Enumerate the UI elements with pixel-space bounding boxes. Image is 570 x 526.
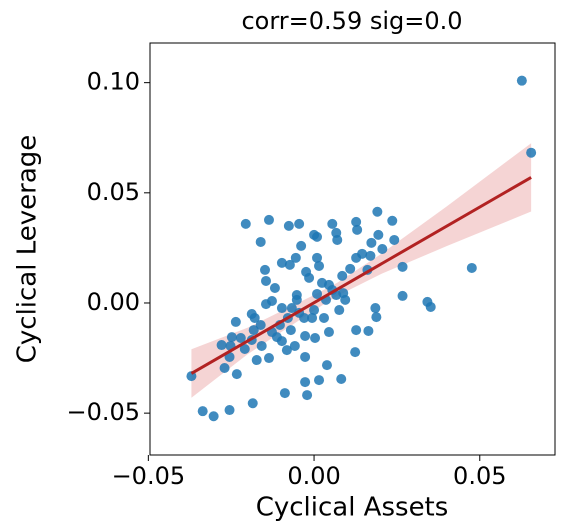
x-tick-label: 0.05: [453, 462, 506, 490]
point: [239, 344, 250, 355]
point: [289, 340, 300, 351]
point: [246, 308, 257, 319]
point: [307, 312, 318, 323]
point: [256, 340, 267, 351]
point: [321, 360, 332, 371]
point: [219, 362, 230, 373]
point: [251, 355, 262, 366]
point: [312, 252, 323, 263]
point: [334, 305, 345, 316]
point: [240, 218, 251, 229]
point: [224, 405, 235, 416]
point: [312, 288, 323, 299]
point: [327, 218, 338, 229]
point: [363, 325, 374, 336]
point: [255, 236, 266, 247]
chart-title: corr=0.59 sig=0.0: [241, 7, 462, 35]
regression-line: [190, 176, 532, 375]
point: [318, 312, 329, 323]
point: [255, 320, 266, 331]
point: [377, 244, 388, 254]
point: [345, 263, 356, 274]
point: [290, 252, 301, 263]
y-tick-label: −0.05: [66, 398, 140, 426]
point: [389, 234, 400, 245]
point: [296, 240, 307, 251]
point: [260, 275, 271, 286]
point: [269, 282, 280, 293]
point: [197, 406, 208, 417]
point: [304, 272, 315, 283]
point: [526, 147, 537, 158]
point: [323, 327, 334, 338]
y-tick-label: 0.05: [87, 178, 140, 206]
point: [397, 261, 408, 272]
point: [309, 305, 320, 316]
point: [310, 333, 321, 344]
point: [372, 206, 383, 217]
point: [516, 75, 527, 86]
point: [373, 229, 384, 240]
point: [286, 303, 297, 314]
plot-frame: [149, 42, 556, 456]
point: [231, 369, 242, 380]
point: [300, 377, 311, 388]
point: [263, 214, 274, 225]
point: [300, 331, 311, 342]
point: [302, 390, 313, 401]
point: [466, 262, 477, 273]
point: [371, 312, 382, 323]
point: [294, 218, 305, 229]
x-tick-label: 0.00: [287, 462, 340, 490]
point: [332, 234, 343, 245]
point: [365, 250, 376, 261]
point: [260, 264, 271, 275]
point: [276, 257, 287, 268]
point: [397, 290, 408, 301]
point: [283, 220, 294, 231]
point: [230, 316, 241, 327]
point: [291, 290, 302, 301]
point: [208, 411, 219, 422]
point: [260, 299, 271, 310]
point: [425, 301, 436, 312]
point: [314, 260, 325, 271]
point: [351, 325, 362, 336]
point: [314, 375, 325, 386]
point: [351, 216, 362, 227]
y-axis-label: Cyclical Leverage: [13, 135, 43, 364]
confidence-band: [191, 143, 532, 398]
x-axis-label: Cyclical Assets: [256, 493, 449, 523]
point: [387, 215, 398, 226]
point: [366, 237, 377, 248]
point: [263, 353, 274, 364]
point: [248, 325, 259, 336]
y-tick-label: 0.10: [87, 68, 140, 96]
point: [336, 373, 347, 384]
point: [337, 270, 348, 281]
point: [300, 351, 311, 362]
point: [247, 398, 258, 409]
point: [357, 248, 368, 259]
point: [279, 388, 290, 399]
y-tick-label: 0.00: [87, 288, 140, 316]
point: [338, 288, 349, 299]
point: [370, 303, 381, 314]
point: [312, 231, 323, 242]
point: [352, 224, 363, 235]
point: [226, 332, 237, 343]
x-tick-label: −0.05: [112, 462, 186, 490]
point: [350, 347, 361, 358]
point: [281, 345, 292, 356]
point: [216, 340, 227, 351]
point: [235, 333, 246, 344]
point: [284, 259, 295, 270]
point: [276, 303, 287, 314]
point: [285, 325, 296, 336]
point: [271, 332, 282, 343]
